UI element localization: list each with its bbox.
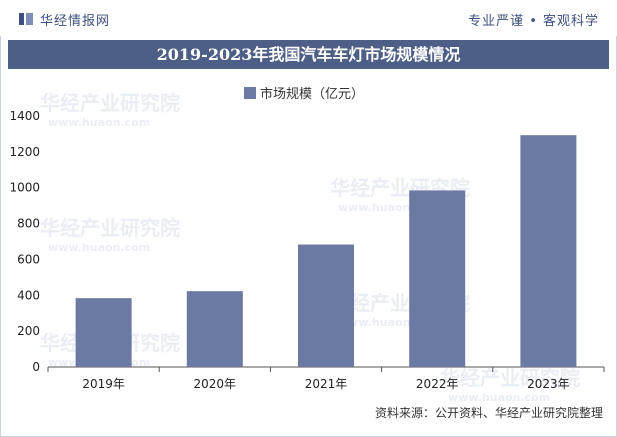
watermark-url: www.huaon.com xyxy=(48,241,150,254)
watermark-name: 华经产业研究院 xyxy=(40,216,180,240)
legend-label: 市场规模（亿元） xyxy=(260,86,364,102)
y-tick-label: 1400 xyxy=(9,109,40,123)
slogan: 专业严谨 • 客观科学 xyxy=(468,14,599,29)
y-tick-label: 1000 xyxy=(9,181,40,195)
y-tick-label: 600 xyxy=(17,252,40,266)
y-axis: 0 200 400 600 800 1000 1200 1400 xyxy=(9,109,40,374)
y-tick-label: 1200 xyxy=(9,145,40,159)
x-tick-label: 2021年 xyxy=(305,377,348,391)
x-tick-label: 2022年 xyxy=(416,377,459,391)
bars xyxy=(75,135,577,367)
legend: 市场规模（亿元） xyxy=(244,86,364,102)
chart-title: 2019-2023年我国汽车车灯市场规模情况 xyxy=(8,40,609,69)
watermark-layer: 华经产业研究院www.huaon.com华经产业研究院www.huaon.com… xyxy=(40,91,580,404)
x-tick-label: 2019年 xyxy=(82,377,125,391)
logo-icon xyxy=(19,13,33,25)
bar xyxy=(75,298,132,367)
bar xyxy=(298,244,354,367)
bar xyxy=(409,190,466,367)
y-tick-label: 800 xyxy=(17,217,40,231)
x-axis: 2019年 2020年 2021年 2022年 2023年 xyxy=(47,366,605,391)
watermark-name: 华经产业研究院 xyxy=(440,366,580,390)
y-tick-label: 200 xyxy=(17,324,40,338)
header: 华经情报网 专业严谨 • 客观科学 xyxy=(0,0,617,36)
bar xyxy=(520,135,577,367)
y-tick-label: 400 xyxy=(17,288,40,302)
data-source: 资料来源：公开资料、华经产业研究院整理 xyxy=(374,406,603,420)
watermark-name: 华经产业研究院 xyxy=(40,91,180,115)
watermark-url: www.huaon.com xyxy=(448,391,550,404)
y-tick-label: 0 xyxy=(32,360,40,374)
bar xyxy=(186,291,243,367)
x-tick-label: 2020年 xyxy=(194,377,237,391)
legend-swatch xyxy=(244,87,256,99)
watermark-url: www.huaon.com xyxy=(48,116,150,129)
brand-name: 华经情报网 xyxy=(40,14,111,29)
x-tick-label: 2023年 xyxy=(527,377,570,391)
